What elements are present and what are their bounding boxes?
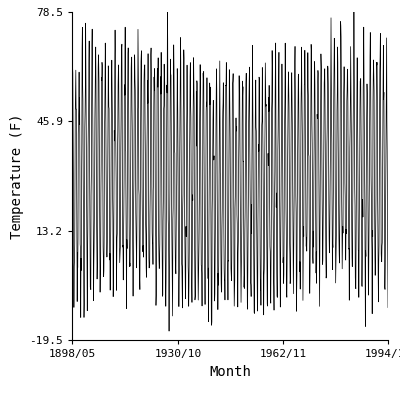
Y-axis label: Temperature (F): Temperature (F)	[10, 113, 24, 239]
X-axis label: Month: Month	[209, 364, 251, 378]
